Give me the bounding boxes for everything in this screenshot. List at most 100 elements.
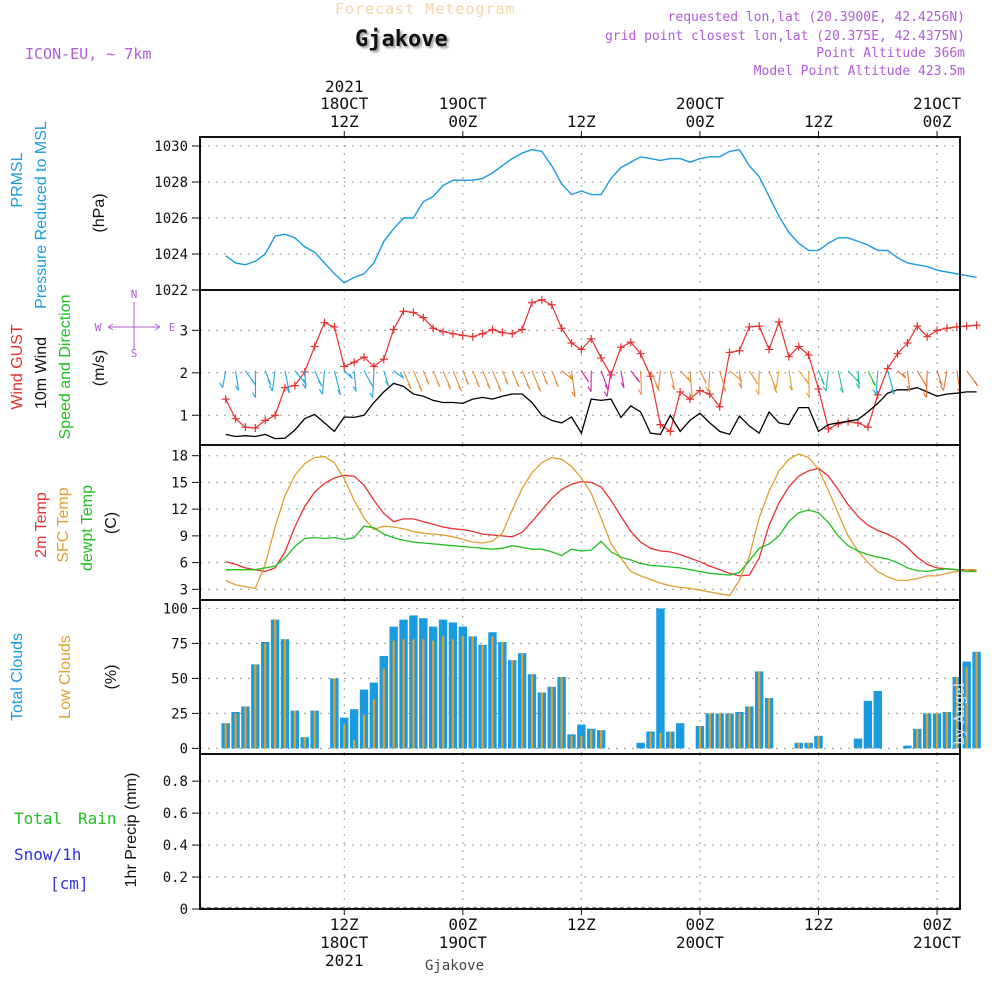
low-cloud-bar	[748, 706, 751, 749]
low-cloud-bar	[728, 713, 731, 749]
wind-direction-arrowhead	[890, 389, 895, 395]
bottom-axis-hour: 00Z	[448, 915, 477, 934]
total-cloud-bar	[853, 738, 863, 749]
gust-marker	[893, 349, 902, 358]
wind-unit: (m/s)	[91, 350, 108, 386]
total-cloud-bar	[863, 700, 873, 749]
gust-marker	[537, 295, 546, 304]
gust-marker	[794, 342, 803, 351]
clouds-label-low: Low Clouds	[57, 635, 74, 719]
low-cloud-bar	[520, 653, 524, 749]
low-cloud-bar	[718, 713, 721, 749]
wind-direction-arrowhead	[537, 386, 542, 392]
gust-marker	[913, 322, 922, 331]
gust-marker	[863, 423, 872, 432]
gust-line	[225, 299, 977, 433]
bottom-axis-date: 21OCT	[913, 933, 962, 952]
wind-label-gust: Wind GUST	[9, 324, 26, 410]
info-line-1: requested lon,lat (20.3900E, 42.4256N)	[667, 10, 965, 25]
low-cloud-bar	[580, 735, 583, 749]
wind-direction-arrowhead	[486, 383, 491, 390]
gust-marker	[676, 387, 685, 396]
gust-marker	[231, 414, 240, 423]
precip-tick-label: 0.8	[163, 774, 188, 790]
gust-marker	[755, 322, 764, 331]
low-cloud-bar	[481, 644, 484, 749]
gust-marker	[695, 386, 704, 395]
wind-tick-label: 1	[180, 408, 188, 424]
wind-direction-arrowhead	[855, 383, 860, 389]
precip-panel-frame	[199, 753, 961, 910]
gust-marker	[429, 324, 438, 333]
low-cloud-bar	[708, 713, 711, 749]
wind-direction-arrowhead	[655, 383, 660, 389]
low-cloud-bar	[471, 636, 474, 749]
compass-s-label: S	[131, 347, 138, 360]
low-cloud-bar	[392, 640, 395, 749]
low-cloud-bar	[333, 678, 336, 749]
wind-direction-arrow	[738, 370, 743, 389]
info-line-4: Model Point Altitude 423.5m	[753, 64, 965, 79]
wind-direction-arrowhead	[251, 379, 256, 386]
clouds-tick-label: 75	[171, 636, 188, 652]
gust-marker	[360, 353, 369, 362]
compass-n-label: N	[131, 288, 138, 301]
low-cloud-bar	[530, 674, 534, 749]
wind-direction-arrowhead	[458, 386, 463, 392]
wind-direction-arrow	[393, 370, 404, 379]
gust-marker	[379, 355, 388, 364]
top-axis-hour: 00Z	[448, 112, 477, 131]
low-cloud-bar	[590, 730, 593, 749]
pressure-tick-label: 1024	[154, 247, 188, 263]
temp-dewpt-line	[225, 509, 977, 576]
low-cloud-bar	[975, 651, 978, 749]
wind-direction-arrow	[657, 370, 661, 389]
gust-marker	[468, 332, 477, 341]
wind-direction-arrow	[222, 370, 227, 388]
low-cloud-bar	[570, 735, 573, 749]
wind-direction-arrow	[235, 370, 240, 391]
wind-direction-arrow	[887, 370, 895, 395]
wind-direction-arrow	[788, 370, 793, 391]
gust-marker	[735, 346, 744, 355]
gust-marker	[340, 362, 349, 371]
low-cloud-bar	[244, 706, 247, 749]
compass-e-label: E	[169, 321, 176, 334]
wind-direction-arrowhead	[219, 382, 224, 388]
wind-direction-arrow	[875, 370, 879, 395]
low-cloud-bar	[273, 619, 277, 749]
wind-direction-arrow	[600, 370, 609, 391]
low-cloud-bar	[461, 636, 464, 749]
top-axis-hour: 00Z	[685, 112, 714, 131]
total-cloud-bar	[656, 608, 665, 749]
low-cloud-bar	[303, 737, 306, 749]
wind-direction-arrowhead	[671, 384, 676, 391]
wind-direction-arrowhead	[475, 381, 480, 388]
gust-marker	[814, 384, 823, 393]
temp-tick-label: 15	[171, 475, 188, 491]
gust-marker	[350, 358, 359, 367]
compass-rose	[107, 302, 161, 350]
temp-label-dewpt: dewpt Temp	[79, 485, 96, 571]
gust-marker	[705, 390, 714, 399]
wind-direction-arrowhead	[755, 389, 760, 395]
temp-tick-label: 3	[180, 582, 188, 598]
pressure-tick-label: 1028	[154, 175, 188, 191]
wind-direction-arrow	[383, 370, 390, 387]
wind-direction-arrowhead	[369, 381, 374, 388]
wind-direction-arrowhead	[555, 381, 559, 388]
gust-marker	[923, 332, 932, 341]
wind-direction-arrow	[304, 370, 307, 389]
wind-direction-arrow	[284, 370, 291, 394]
total-cloud-bar	[349, 709, 359, 749]
gust-marker	[774, 317, 783, 326]
wind-direction-arrowhead	[369, 392, 374, 398]
clouds-tick-label: 0	[180, 741, 188, 757]
wind-direction-arrow	[561, 370, 574, 381]
wind-direction-arrow	[620, 370, 625, 388]
wind-direction-arrowhead	[425, 379, 430, 385]
low-cloud-bar	[926, 713, 929, 749]
bottom-axis-date: 20OCT	[676, 933, 725, 952]
wind-direction-arrowhead	[872, 389, 877, 395]
